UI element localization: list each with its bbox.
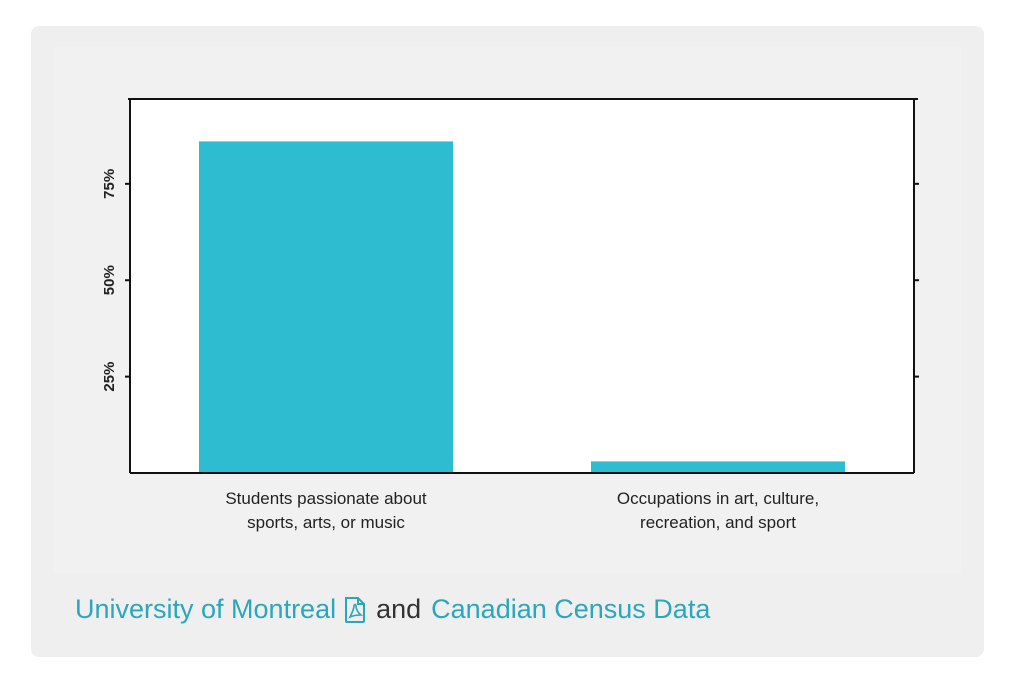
source-link-university-of-montreal[interactable]: University of Montreal: [75, 594, 337, 624]
chart-card: 25% 50% 75% Students passionate about sport…: [31, 26, 984, 657]
y-tick-label-25: 25%: [101, 362, 118, 392]
bar-chart: 25% 50% 75% Students passionate about sport…: [53, 47, 961, 573]
source-caption: University of Montreal and Canadian Cens…: [75, 594, 710, 625]
pdf-icon[interactable]: [344, 596, 366, 623]
y-tick-label-75: 75%: [101, 169, 118, 199]
caption-connector: and: [376, 594, 422, 624]
x-tick-label-2-line-2: recreation, and sport: [640, 513, 796, 532]
x-tick-label-1-line-1: Students passionate about: [225, 489, 427, 508]
source-link-canadian-census-data[interactable]: Canadian Census Data: [431, 594, 711, 624]
bar-2: [591, 461, 845, 473]
x-tick-label-2-line-1: Occupations in art, culture,: [617, 489, 819, 508]
x-tick-label-1-line-2: sports, arts, or music: [247, 513, 405, 532]
y-tick-label-50: 50%: [101, 265, 118, 295]
bar-1: [199, 141, 453, 473]
